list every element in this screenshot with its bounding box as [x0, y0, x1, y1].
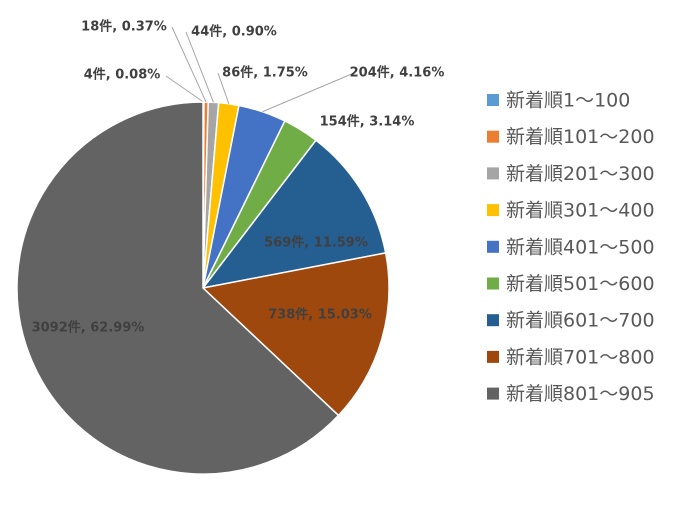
legend-label: 新着順701～800 — [506, 346, 655, 368]
data-label: 738件, 15.03% — [268, 307, 372, 323]
legend-swatch — [487, 204, 499, 217]
leader-line — [217, 72, 230, 104]
legend-swatch — [487, 350, 499, 363]
legend-label: 新着順301～400 — [506, 200, 655, 222]
legend-swatch — [487, 277, 499, 290]
leader-line — [171, 26, 207, 103]
legend-label: 新着順601～700 — [506, 310, 655, 332]
legend-swatch — [487, 387, 499, 400]
leader-line — [262, 72, 355, 113]
data-label: 154件, 3.14% — [320, 114, 415, 130]
data-label: 569件, 11.59% — [264, 235, 368, 251]
legend-swatch — [487, 94, 499, 106]
legend-swatch — [487, 314, 499, 327]
legend-label: 新着順401～500 — [506, 236, 655, 258]
data-label: 44件, 0.90% — [191, 24, 277, 40]
legend-label: 新着順101～200 — [506, 126, 655, 148]
legend-swatch — [487, 167, 499, 180]
legend-label: 新着順501～600 — [506, 273, 655, 295]
pie-slice — [16, 101, 340, 475]
legend-label: 新着順1～100 — [506, 90, 630, 112]
legend-label: 新着順201～300 — [506, 163, 655, 185]
legend-swatch — [487, 130, 499, 143]
pie-slice — [201, 139, 387, 290]
data-label: 204件, 4.16% — [350, 65, 445, 81]
leader-line — [185, 31, 214, 103]
data-label: 4件, 0.08% — [84, 67, 161, 83]
pie-slice — [201, 252, 390, 417]
data-label: 18件, 0.37% — [81, 19, 167, 35]
legend-swatch — [487, 240, 499, 253]
legend-label: 新着順801～905 — [506, 383, 655, 405]
data-label: 86件, 1.75% — [222, 65, 308, 81]
leader-line — [165, 75, 204, 103]
data-label: 3092件, 62.99% — [32, 320, 145, 336]
